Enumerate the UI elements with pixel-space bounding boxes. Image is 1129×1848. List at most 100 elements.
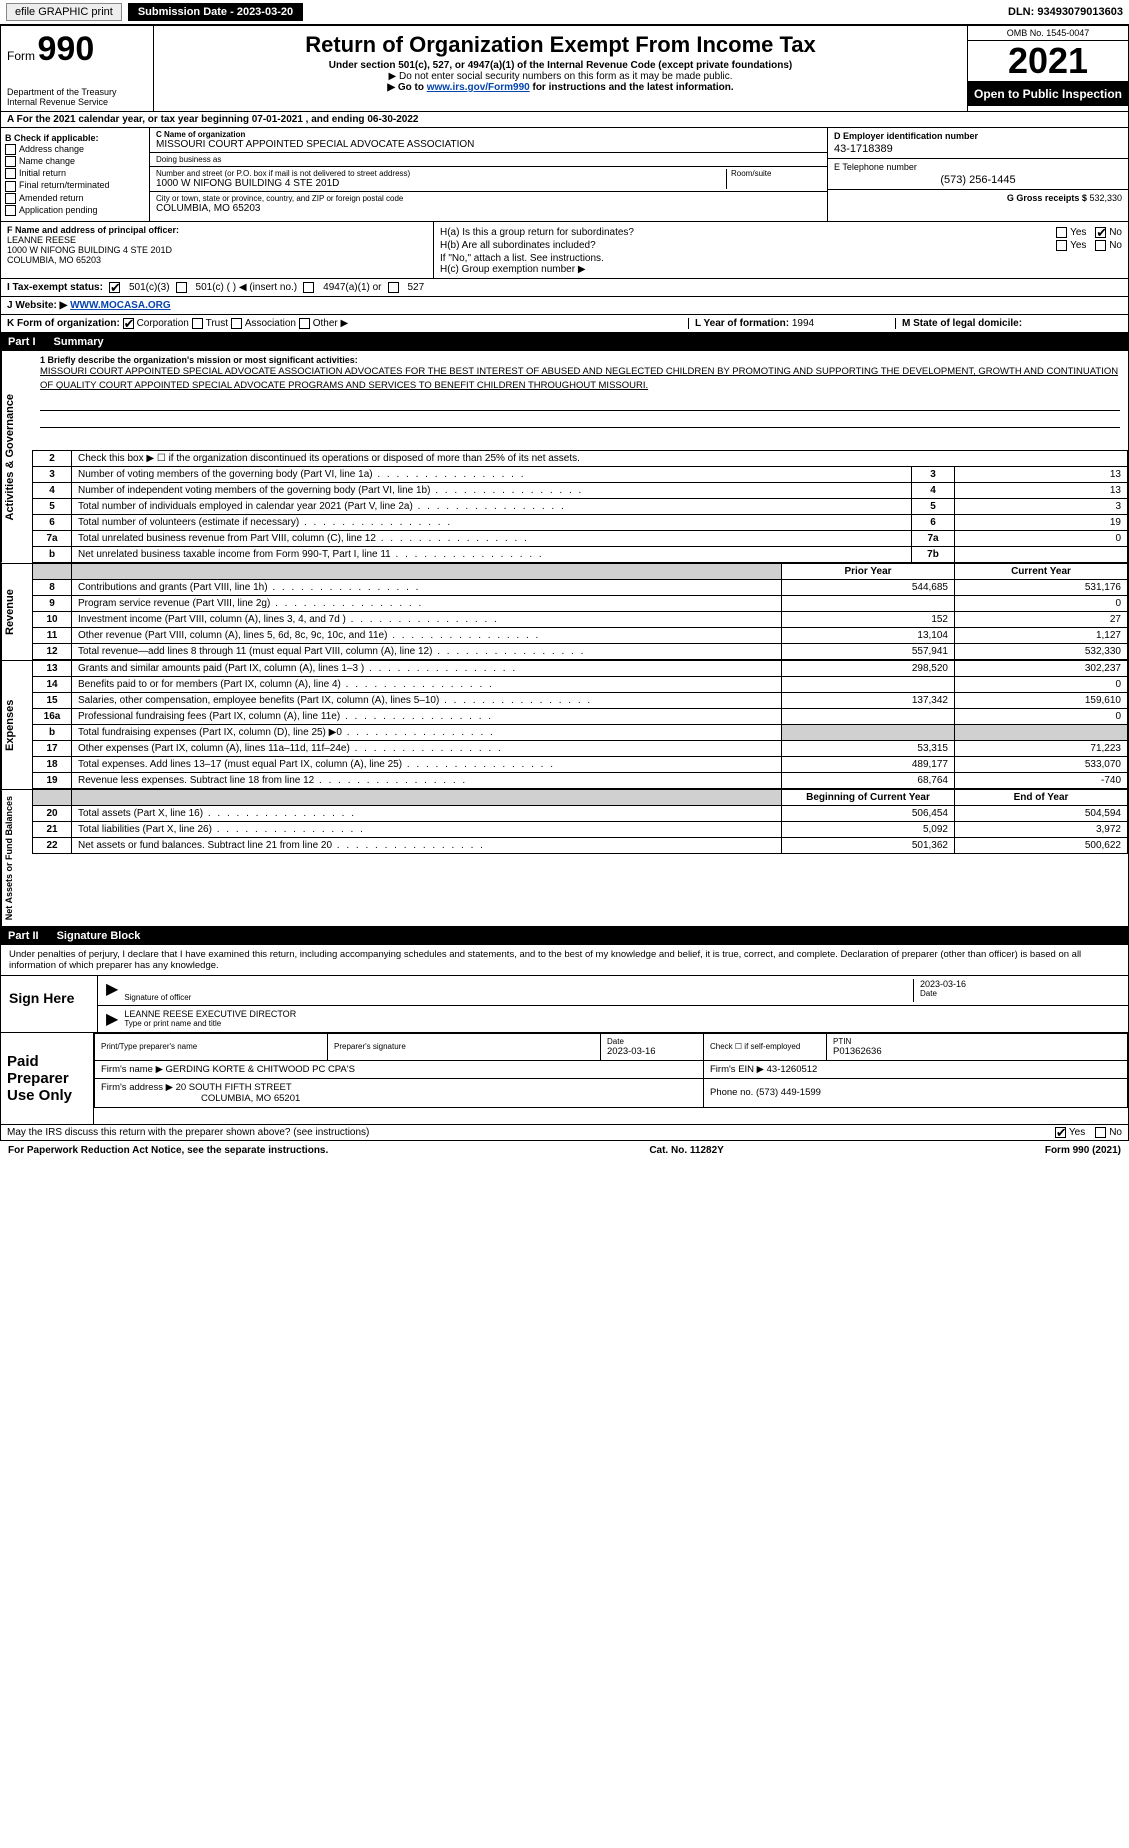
net-assets-section: Net Assets or Fund Balances Beginning of… (0, 790, 1129, 927)
k-form-org: K Form of organization: Corporation Trus… (7, 318, 688, 329)
expenses-table: 13Grants and similar amounts paid (Part … (32, 661, 1128, 789)
firm-phone-label: Phone no. (710, 1087, 753, 1098)
form-title: Return of Organization Exempt From Incom… (160, 32, 961, 58)
table-row: 10Investment income (Part VIII, column (… (33, 611, 1128, 627)
page-footer: For Paperwork Reduction Act Notice, see … (0, 1141, 1129, 1160)
officer-sig-label: Signature of officer (124, 993, 913, 1002)
chk-amended-return-label: Amended return (19, 193, 84, 203)
goto-post: for instructions and the latest informat… (530, 82, 734, 93)
paid-preparer-label: Paid Preparer Use Only (1, 1033, 94, 1124)
firm-addr-label: Firm's address ▶ (101, 1082, 173, 1093)
open-to-public: Open to Public Inspection (968, 82, 1128, 106)
col-de: D Employer identification number 43-1718… (827, 128, 1128, 221)
discuss-question: May the IRS discuss this return with the… (7, 1127, 1055, 1138)
col-b-checkboxes: B Check if applicable: Address change Na… (1, 128, 150, 221)
col-f-officer: F Name and address of principal officer:… (1, 222, 434, 278)
chk-name-change[interactable]: Name change (5, 156, 145, 167)
preparer-table: Print/Type preparer's name Preparer's si… (94, 1033, 1128, 1108)
opt-4947: 4947(a)(1) or (323, 282, 381, 293)
firm-name-label: Firm's name ▶ (101, 1064, 163, 1075)
col-h-group: H(a) Is this a group return for subordin… (434, 222, 1128, 278)
chk-corporation[interactable] (123, 318, 134, 329)
dept-irs: Internal Revenue Service (7, 97, 147, 107)
prep-name-label: Print/Type preparer's name (101, 1042, 321, 1051)
website-label: J Website: ▶ (7, 300, 70, 311)
sig-date-label: Date (920, 989, 1120, 998)
ha-yes-box[interactable] (1056, 227, 1067, 238)
opt-other: Other ▶ (313, 318, 348, 329)
chk-trust[interactable] (192, 318, 203, 329)
chk-4947[interactable] (303, 282, 314, 293)
ptin-label: PTIN (833, 1037, 1121, 1046)
prep-self-emp: Check ☐ if self-employed (704, 1033, 827, 1060)
website-link[interactable]: WWW.MOCASA.ORG (70, 300, 171, 311)
net-assets-table: Beginning of Current YearEnd of Year20To… (32, 790, 1128, 854)
form-number: 990 (38, 30, 95, 68)
irs-link[interactable]: www.irs.gov/Form990 (427, 82, 530, 93)
table-row: 22Net assets or fund balances. Subtract … (33, 837, 1128, 853)
table-row: bTotal fundraising expenses (Part IX, co… (33, 724, 1128, 740)
header-right: OMB No. 1545-0047 2021 Open to Public In… (967, 26, 1128, 111)
k-label: K Form of organization: (7, 318, 120, 329)
ssn-notice: ▶ Do not enter social security numbers o… (160, 71, 961, 82)
chk-final-return[interactable]: Final return/terminated (5, 180, 145, 191)
officer-typed-name: LEANNE REESE EXECUTIVE DIRECTOR (124, 1009, 1120, 1019)
opt-trust: Trust (206, 318, 228, 329)
officer-addr1: 1000 W NIFONG BUILDING 4 STE 201D (7, 245, 427, 255)
discuss-no-box[interactable] (1095, 1127, 1106, 1138)
chk-name-change-label: Name change (19, 156, 75, 166)
dba-label: Doing business as (156, 155, 821, 164)
part2-header: Part II Signature Block (0, 927, 1129, 945)
chk-initial-return[interactable]: Initial return (5, 168, 145, 179)
table-row: 19Revenue less expenses. Subtract line 1… (33, 772, 1128, 788)
gross-label: G Gross receipts $ (1007, 193, 1087, 203)
vtab-revenue: Revenue (1, 564, 32, 660)
table-row: 17Other expenses (Part IX, column (A), l… (33, 740, 1128, 756)
officer-signature-field[interactable] (124, 979, 913, 993)
chk-501c3[interactable] (109, 282, 120, 293)
sig-date-value: 2023-03-16 (920, 979, 1120, 989)
ha-yn: Yes No (1050, 227, 1122, 238)
mission-label: 1 Briefly describe the organization's mi… (40, 355, 1120, 365)
chk-other[interactable] (299, 318, 310, 329)
m-label: M State of legal domicile: (902, 318, 1022, 329)
tax-status-label: I Tax-exempt status: (7, 282, 103, 293)
ha-yes-label: Yes (1070, 227, 1086, 238)
revenue-table: Prior YearCurrent Year8Contributions and… (32, 564, 1128, 660)
chk-527[interactable] (388, 282, 399, 293)
chk-address-change[interactable]: Address change (5, 144, 145, 155)
firm-name: GERDING KORTE & CHITWOOD PC CPA'S (166, 1064, 355, 1075)
hb-no-label: No (1109, 240, 1122, 251)
topbar: efile GRAPHIC print Submission Date - 20… (0, 0, 1129, 25)
opt-assoc: Association (245, 318, 296, 329)
discuss-yes-box[interactable] (1055, 1127, 1066, 1138)
row-k: K Form of organization: Corporation Trus… (0, 315, 1129, 333)
governance-section: Activities & Governance 1 Briefly descri… (0, 351, 1129, 564)
chk-app-pending[interactable]: Application pending (5, 205, 145, 216)
footer-mid: Cat. No. 11282Y (649, 1145, 723, 1156)
hb-no-box[interactable] (1095, 240, 1106, 251)
submission-date-btn[interactable]: Submission Date - 2023-03-20 (128, 3, 303, 21)
row-a-period: A For the 2021 calendar year, or tax yea… (0, 112, 1129, 128)
chk-assoc[interactable] (231, 318, 242, 329)
chk-amended-return[interactable]: Amended return (5, 193, 145, 204)
efile-label: efile GRAPHIC print (6, 3, 122, 21)
part1-header: Part I Summary (0, 333, 1129, 351)
officer-addr2: COLUMBIA, MO 65203 (7, 255, 427, 265)
hb-yes-box[interactable] (1056, 240, 1067, 251)
ha-no-box[interactable] (1095, 227, 1106, 238)
header-left: Form 990 Department of the Treasury Inte… (1, 26, 154, 111)
table-row: 8Contributions and grants (Part VIII, li… (33, 579, 1128, 595)
sign-here-label: Sign Here (1, 976, 98, 1032)
penalty-statement: Under penalties of perjury, I declare th… (0, 945, 1129, 976)
table-row: 21Total liabilities (Part X, line 26)5,0… (33, 821, 1128, 837)
phone-label: E Telephone number (834, 162, 1122, 172)
firm-ein: 43-1260512 (767, 1064, 818, 1075)
col-c-org: C Name of organization MISSOURI COURT AP… (150, 128, 827, 221)
part2-title: Signature Block (57, 930, 141, 942)
opt-corp: Corporation (137, 318, 189, 329)
dept-treasury: Department of the Treasury (7, 87, 147, 97)
ptin-value: P01362636 (833, 1046, 1121, 1057)
addr-label: Number and street (or P.O. box if mail i… (156, 169, 726, 178)
chk-501c[interactable] (176, 282, 187, 293)
